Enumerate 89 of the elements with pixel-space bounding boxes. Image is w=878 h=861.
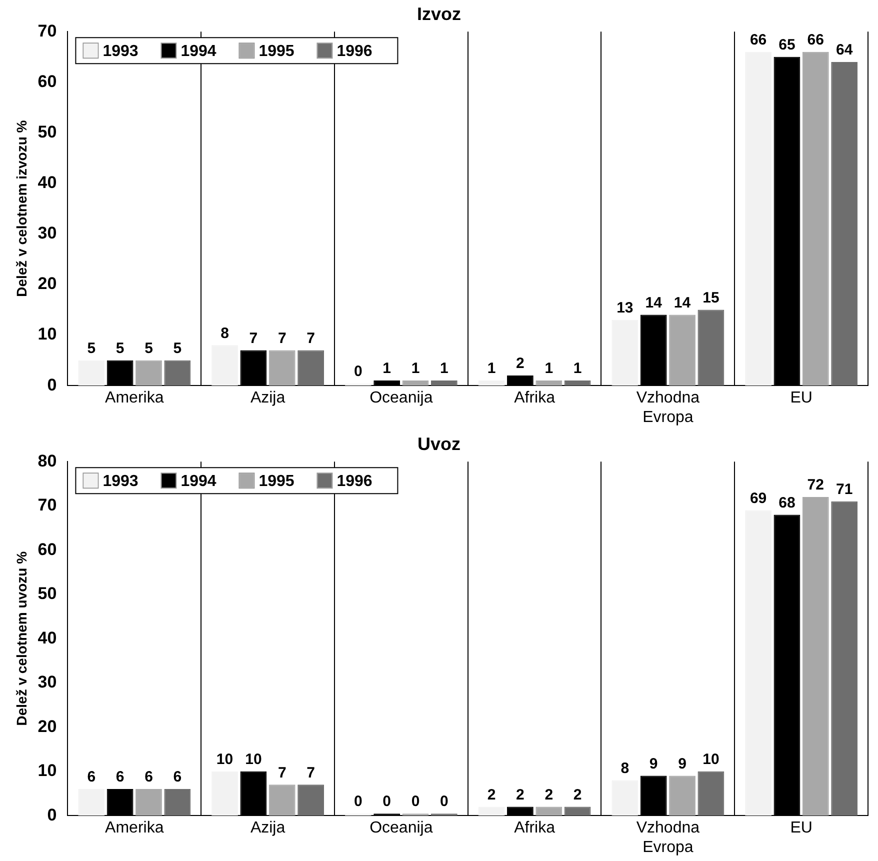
y-tick-label: 70 <box>38 21 57 40</box>
legend-label: 1996 <box>336 43 372 60</box>
legend-label: 1993 <box>102 473 138 490</box>
data-label: 2 <box>544 786 554 804</box>
legend-label: 1994 <box>180 473 216 490</box>
data-label: 8 <box>620 760 630 777</box>
data-label: 5 <box>116 340 124 357</box>
y-tick-label: 20 <box>38 274 57 294</box>
x-tick-label: Amerika <box>105 820 164 837</box>
data-label: 1 <box>487 360 496 378</box>
data-label: 10 <box>245 750 262 768</box>
data-label: 68 <box>778 494 796 512</box>
x-tick-label: Azija <box>250 820 286 837</box>
y-axis-title: Delež v celotnem izvozu % <box>13 120 30 297</box>
y-axis-title: Delež v celotnem uvozu % <box>13 550 30 726</box>
data-label: 66 <box>807 31 824 48</box>
data-label: 5 <box>173 340 182 357</box>
data-label: 0 <box>382 793 391 810</box>
y-tick-label: 0 <box>47 375 57 394</box>
data-label: 9 <box>678 755 686 772</box>
data-label: 1 <box>382 360 391 378</box>
y-tick-label: 40 <box>38 173 57 192</box>
data-label: 8 <box>220 324 229 342</box>
data-label: 13 <box>616 300 634 316</box>
data-label: 5 <box>144 340 153 357</box>
data-label: 1 <box>544 360 554 378</box>
y-tick-label: 0 <box>47 805 57 824</box>
x-tick-label: Vzhodna Evropa <box>636 820 700 856</box>
data-label: 7 <box>306 764 315 782</box>
data-label: 65 <box>778 36 796 54</box>
y-tick-label: 70 <box>38 496 57 515</box>
data-label: 6 <box>87 768 96 786</box>
x-tick-label: Oceanija <box>370 390 433 407</box>
y-tick-label: 30 <box>38 224 57 243</box>
data-label: 14 <box>645 294 663 312</box>
x-tick-label: Vzhodna Evropa <box>636 390 700 426</box>
data-label: 0 <box>440 793 448 810</box>
data-label: 14 <box>674 294 692 312</box>
data-label: 7 <box>278 764 286 782</box>
legend-label: 1993 <box>102 43 138 60</box>
data-label: 1 <box>411 360 420 378</box>
x-tick-label: Amerika <box>105 390 164 407</box>
x-tick-label: Afrika <box>514 390 556 407</box>
data-label: 1 <box>440 360 448 378</box>
data-label: 6 <box>144 768 153 786</box>
y-tick-label: 40 <box>38 628 57 648</box>
y-tick-label: 20 <box>38 716 57 736</box>
data-label: 7 <box>278 330 286 347</box>
y-tick-label: 10 <box>38 324 57 344</box>
data-label: 6 <box>116 768 124 786</box>
data-label: 2 <box>516 786 524 804</box>
legend-label: 1995 <box>258 43 294 60</box>
chart-title: Uvoz <box>417 434 461 454</box>
y-tick-label: 60 <box>38 72 57 91</box>
data-label: 2 <box>516 355 524 372</box>
data-label: 0 <box>354 793 362 810</box>
data-label: 72 <box>807 476 824 494</box>
data-label: 64 <box>836 42 854 59</box>
y-tick-label: 10 <box>38 761 57 780</box>
x-tick-label: Azija <box>250 390 286 407</box>
data-label: 0 <box>411 793 420 810</box>
data-label: 7 <box>249 330 258 347</box>
data-label: 71 <box>836 481 853 498</box>
data-label: 10 <box>702 750 720 768</box>
data-label: 5 <box>87 340 96 357</box>
legend-label: 1996 <box>336 473 372 490</box>
y-tick-label: 30 <box>38 672 57 692</box>
x-tick-label: EU <box>790 390 812 407</box>
data-label: 7 <box>306 330 315 347</box>
y-tick-label: 50 <box>38 584 57 604</box>
legend-label: 1995 <box>258 473 294 490</box>
data-label: 15 <box>702 289 720 306</box>
data-label: 0 <box>354 363 362 380</box>
data-label: 6 <box>173 768 182 786</box>
legend-label: 1994 <box>180 43 216 60</box>
data-label: 2 <box>573 786 582 804</box>
y-tick-label: 60 <box>38 540 57 559</box>
data-label: 66 <box>750 31 767 48</box>
x-tick-label: Afrika <box>514 820 556 837</box>
x-tick-label: Oceanija <box>370 820 433 837</box>
data-label: 2 <box>487 786 496 804</box>
data-label: 9 <box>649 755 658 772</box>
data-label: 69 <box>750 490 767 507</box>
y-tick-label: 80 <box>38 451 57 470</box>
data-label: 10 <box>216 750 234 768</box>
chart-title: Izvoz <box>416 4 462 24</box>
y-tick-label: 50 <box>38 122 57 142</box>
x-tick-label: EU <box>790 820 812 837</box>
data-label: 1 <box>573 360 582 378</box>
